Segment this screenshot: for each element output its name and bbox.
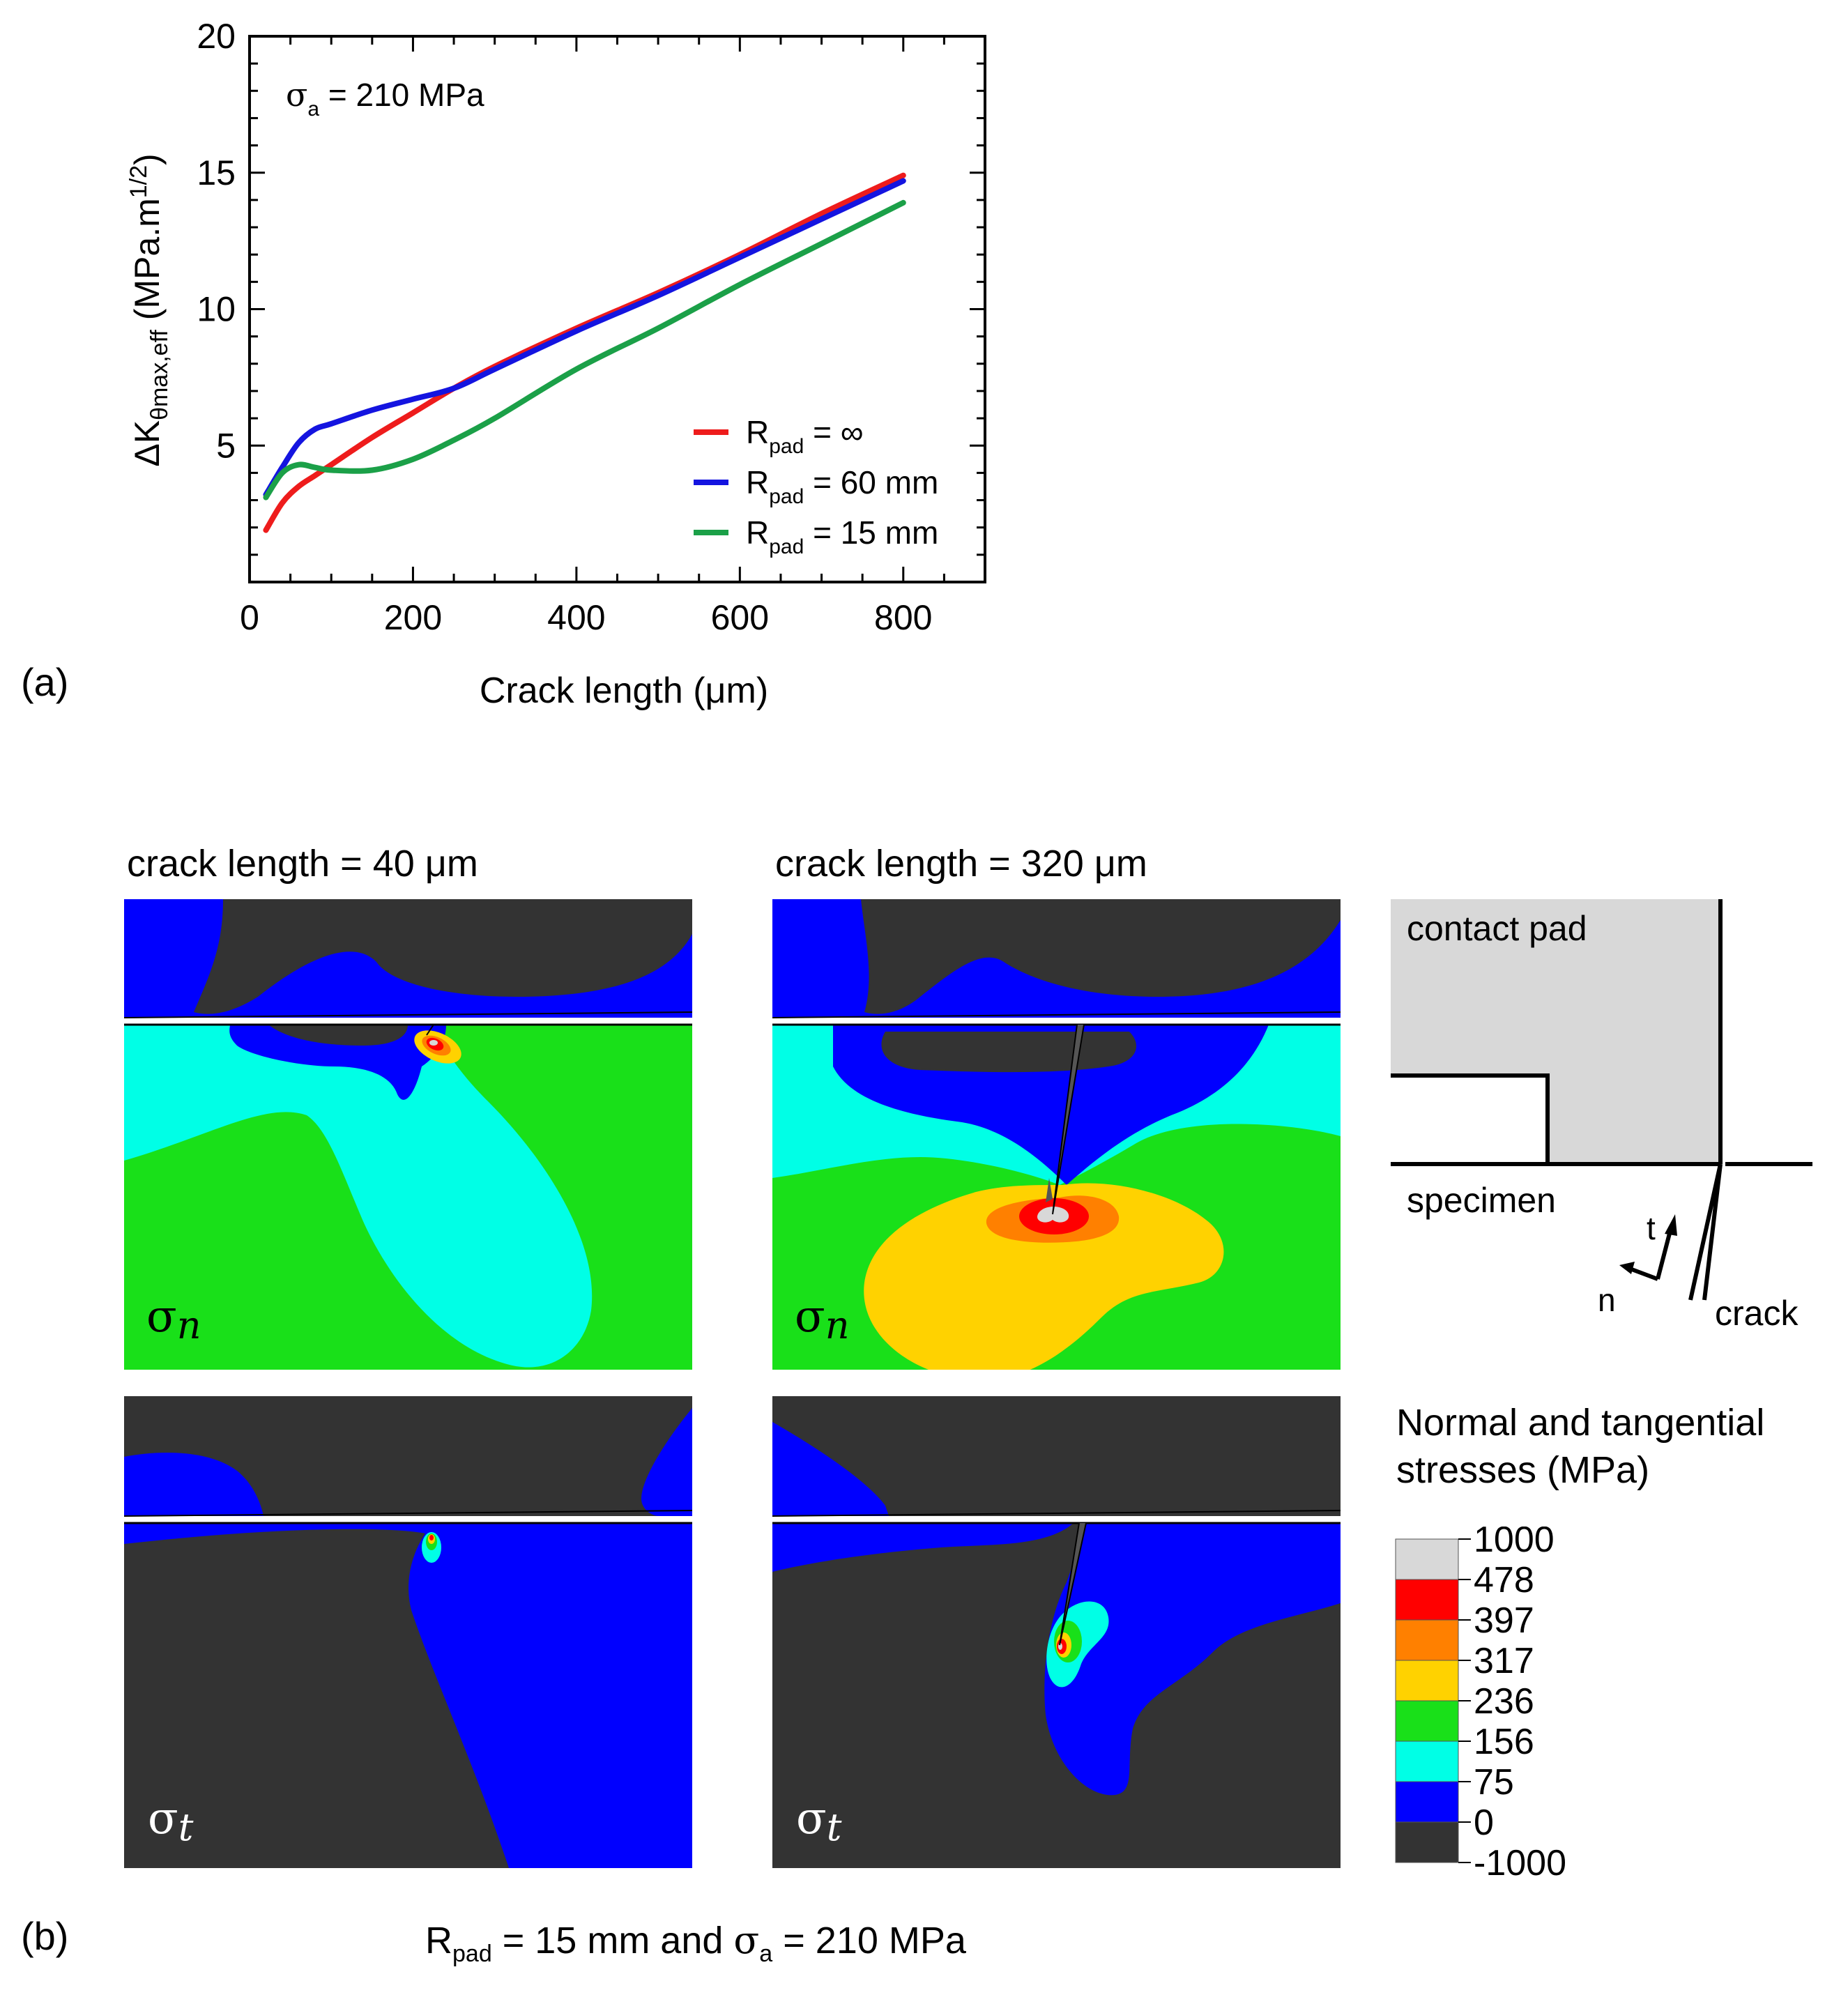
colorbar-title-1: Normal and tangential: [1396, 1402, 1765, 1444]
colorbar-swatch: [1395, 1741, 1459, 1782]
colorbar-label: 317: [1474, 1641, 1534, 1681]
y-tick-label: 10: [197, 290, 236, 329]
colorbar-label: -1000: [1474, 1843, 1566, 1883]
annotation-rest: = 210 MPa: [319, 77, 484, 113]
col1-title: crack length = 40 μm: [127, 843, 478, 885]
legend-label-60: Rpad = 60 mm: [746, 464, 938, 508]
map-sigma-t-320um: [772, 1396, 1341, 1868]
map-sigma-n-320um: [772, 899, 1341, 1370]
series-line-1: [263, 178, 906, 498]
colorbar-label: 236: [1474, 1681, 1534, 1722]
colorbar-label: 478: [1474, 1560, 1534, 1600]
colorbar-label: 75: [1474, 1762, 1514, 1803]
chart-a: 0 200 400 600 800 5 10 15 20 σa = 210 MPa Rpad =…: [21, 17, 986, 711]
x-tick-label: 200: [384, 598, 442, 637]
annotation-sub: a: [307, 98, 319, 121]
colorbar-label: 156: [1474, 1722, 1534, 1762]
x-tick-label: 0: [240, 598, 259, 637]
x-axis-label: Crack length (μm): [480, 671, 768, 711]
y-tick-label: 5: [216, 426, 236, 465]
schematic-crack: crack: [1715, 1294, 1799, 1333]
x-tick-label: 400: [547, 598, 605, 637]
map-sigma-t-40um: [124, 1396, 692, 1868]
x-tick-label: 600: [711, 598, 769, 637]
sigma-t-label-1: σt: [148, 1793, 194, 1849]
schematic-t: t: [1647, 1210, 1656, 1246]
colorbar-swatch: [1395, 1821, 1459, 1863]
sigma-a-annotation: σa = 210 MPa: [286, 76, 484, 121]
y-tick-label: 15: [197, 153, 236, 192]
colorbar-swatch: [1395, 1538, 1459, 1580]
annotation-sigma: σ: [286, 76, 307, 114]
sigma-n-label-1: σn: [146, 1291, 201, 1347]
colorbar-swatch: [1395, 1700, 1459, 1742]
panel-b-label: (b): [21, 1914, 69, 1958]
col2-title: crack length = 320 μm: [775, 843, 1147, 885]
schematic-n: n: [1598, 1282, 1616, 1318]
colorbar-swatch: [1395, 1619, 1459, 1661]
colorbar-title-2: stresses (MPa): [1396, 1449, 1650, 1491]
panel-a-label: (a): [21, 660, 68, 704]
caption-b: Rpad = 15 mm and σa = 210 MPa: [425, 1918, 966, 1967]
map-sigma-n-40um: [124, 899, 692, 1370]
colorbar-label: 397: [1474, 1600, 1534, 1641]
contour-maps: σn σn σt σt: [124, 899, 1812, 1868]
y-tick-label: 20: [197, 17, 236, 56]
colorbar-swatch: [1395, 1660, 1459, 1701]
colorbar-swatch: [1395, 1579, 1459, 1621]
series-line-2: [263, 199, 906, 500]
colorbar-label: 0: [1474, 1803, 1494, 1843]
y-axis-label: ΔKθmax,eff (MPa.m1/2): [125, 153, 173, 466]
schematic: [1391, 899, 1812, 1301]
x-tick-label: 800: [874, 598, 932, 637]
colorbar-label: 1000: [1474, 1527, 1555, 1560]
sigma-t-label-2: σt: [796, 1793, 842, 1849]
legend: Rpad = ∞ Rpad = 60 mm Rpad = 15 mm: [694, 414, 938, 558]
legend-label-15: Rpad = 15 mm: [746, 514, 938, 558]
legend-label-inf: Rpad = ∞: [746, 414, 864, 458]
schematic-contact-pad: contact pad: [1407, 909, 1587, 948]
schematic-specimen: specimen: [1407, 1181, 1556, 1220]
colorbar-swatch: [1395, 1781, 1459, 1823]
sigma-n-label-2: σn: [795, 1291, 849, 1347]
